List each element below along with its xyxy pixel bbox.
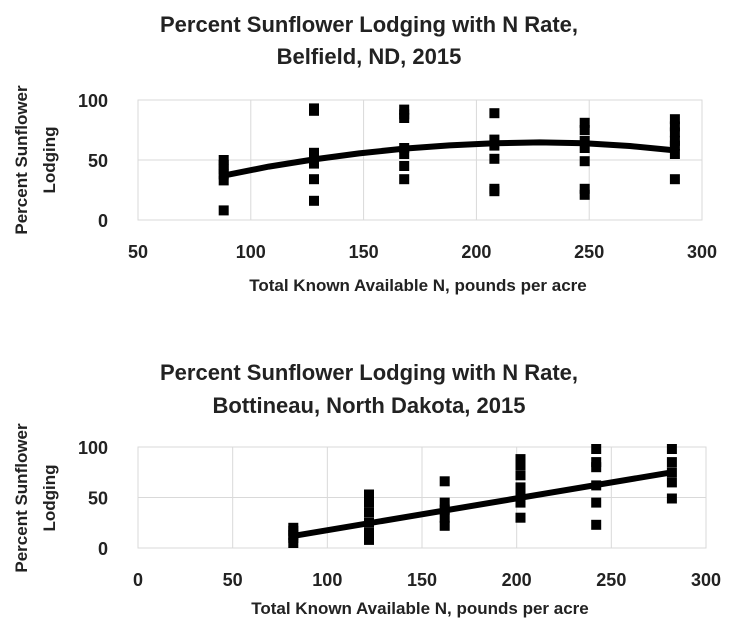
chart-bottineau-ylabel-line-1: Percent Sunflower — [12, 423, 31, 573]
chart-belfield-data-point — [579, 143, 590, 153]
chart-bottineau-x-tick-label: 300 — [691, 570, 721, 590]
chart-bottineau-data-point — [591, 462, 602, 473]
chart-belfield-data-point — [309, 174, 319, 185]
chart-belfield-data-point — [309, 195, 319, 206]
chart-belfield-trendline — [220, 139, 678, 179]
chart-belfield-data-point — [669, 127, 680, 138]
chart-bottineau-data-point — [364, 517, 374, 528]
chart-bottineau-trendline — [290, 469, 675, 539]
chart-bottineau-data-point — [515, 489, 526, 500]
chart-belfield-data-point — [489, 153, 500, 164]
chart-bottineau-x-tick-label: 50 — [223, 570, 243, 590]
chart-bottineau-data-point — [591, 519, 602, 530]
chart-belfield-x-tick-label: 200 — [461, 242, 491, 262]
chart-belfield-x-tick-label: 100 — [236, 242, 266, 262]
chart-bottineau-data-point — [666, 477, 677, 488]
chart-belfield-data-point — [489, 108, 500, 119]
chart-belfield-x-tick-label: 250 — [574, 242, 604, 262]
chart-bottineau-title-line-1: Percent Sunflower Lodging with N Rate, — [160, 360, 578, 385]
chart-bottineau-x-tick-label: 100 — [312, 570, 342, 590]
chart-bottineau-x-tick-label: 150 — [407, 570, 437, 590]
chart-bottineau-data-point — [364, 534, 374, 545]
chart-bottineau-data-point — [515, 497, 526, 508]
chart-bottineau-y-tick-label: 0 — [98, 539, 108, 559]
chart-belfield-data-point — [579, 156, 590, 167]
chart-belfield-x-tick-label: 50 — [128, 242, 148, 262]
chart-bottineau: Percent Sunflower Lodging with N Rate, B… — [12, 360, 721, 618]
chart-belfield-data-point — [579, 117, 590, 128]
chart-belfield-x-tick-label: 300 — [687, 242, 717, 262]
chart-bottineau-data-point — [364, 489, 374, 500]
chart-bottineau-data-point — [666, 457, 677, 468]
chart-bottineau-data-point — [439, 512, 450, 523]
chart-belfield-ylabel-line-2: Lodging — [40, 126, 59, 193]
chart-belfield-data-point — [579, 135, 590, 146]
chart-bottineau-data-point — [666, 467, 677, 478]
chart-belfield-data-point — [399, 143, 410, 153]
chart-belfield-data-point — [669, 114, 680, 125]
chart-bottineau-data-point — [591, 497, 602, 508]
chart-bottineau-data-point — [364, 497, 374, 508]
chart-belfield-data-point — [489, 140, 500, 151]
chart-belfield-data-point — [579, 125, 590, 135]
chart-bottineau-data-point — [439, 497, 450, 508]
chart-bottineau-ylabel-line-2: Lodging — [40, 464, 59, 531]
chart-belfield-y-tick-label: 0 — [98, 211, 108, 231]
chart-belfield-data-point — [309, 158, 319, 169]
chart-belfield-plot-area: 50 100 150 200 250 300 0 50 100 — [78, 91, 717, 262]
chart-bottineau-data-point — [288, 538, 299, 548]
chart-belfield-title-line-1: Percent Sunflower Lodging with N Rate, — [160, 12, 578, 37]
chart-bottineau-data-point — [591, 480, 602, 491]
chart-belfield-data-point — [489, 134, 500, 145]
chart-belfield-data-point — [669, 149, 680, 159]
chart-belfield-data-point — [218, 155, 229, 165]
chart-bottineau-data-point — [515, 454, 526, 465]
chart-belfield-data-point — [218, 205, 229, 216]
chart-belfield-data-point — [309, 147, 319, 158]
chart-bottineau-data-point — [666, 493, 677, 504]
chart-belfield-ylabel-line-1: Percent Sunflower — [12, 85, 31, 235]
chart-bottineau-data-point — [439, 520, 450, 531]
chart-belfield-y-tick-label: 50 — [88, 151, 108, 171]
chart-bottineau-y-tick-label: 100 — [78, 438, 108, 458]
chart-bottineau-data-point — [364, 527, 374, 538]
chart-bottineau-data-point — [666, 444, 677, 454]
chart-belfield-data-point — [399, 104, 410, 115]
chart-belfield-data-point — [309, 103, 319, 114]
chart-belfield-title-line-2: Belfield, ND, 2015 — [277, 44, 462, 69]
chart-belfield-data-point — [489, 183, 500, 194]
chart-belfield-data-point — [399, 174, 410, 185]
chart-bottineau-data-point — [439, 476, 450, 487]
chart-belfield-data-point — [669, 174, 680, 185]
chart-bottineau-data-point — [288, 522, 299, 533]
chart-belfield-data-point — [399, 149, 410, 159]
chart-bottineau-x-tick-label: 200 — [502, 570, 532, 590]
chart-bottineau-data-point — [591, 444, 602, 454]
chart-bottineau-data-point — [515, 482, 526, 493]
chart-belfield-data-point — [579, 183, 590, 194]
chart-bottineau-data-point — [364, 507, 374, 518]
chart-belfield-data-point — [669, 121, 680, 132]
chart-bottineau-data-point — [515, 512, 526, 523]
chart-bottineau-x-tick-label: 0 — [133, 570, 143, 590]
chart-bottineau-data-point — [515, 460, 526, 471]
chart-bottineau-plot-area: 0 50 100 150 200 250 300 0 50 100 — [78, 438, 721, 590]
chart-bottineau-y-tick-label: 50 — [88, 489, 108, 509]
chart-bottineau-data-point — [591, 457, 602, 468]
chart-belfield: Percent Sunflower Lodging with N Rate, B… — [12, 12, 717, 295]
chart-belfield-x-tick-label: 150 — [349, 242, 379, 262]
chart-bottineau-title-line-2: Bottineau, North Dakota, 2015 — [213, 393, 526, 418]
chart-belfield-xlabel: Total Known Available N, pounds per acre — [249, 276, 587, 295]
chart-bottineau-x-tick-label: 250 — [596, 570, 626, 590]
chart-belfield-data-point — [579, 189, 590, 200]
chart-belfield-y-tick-label: 100 — [78, 91, 108, 111]
chart-belfield-data-point — [669, 135, 680, 146]
chart-bottineau-data-point — [439, 504, 450, 515]
chart-belfield-data-point — [399, 161, 410, 171]
chart-bottineau-xlabel: Total Known Available N, pounds per acre — [251, 599, 589, 618]
chart-belfield-data-point — [218, 175, 229, 186]
chart-bottineau-data-point — [515, 470, 526, 481]
